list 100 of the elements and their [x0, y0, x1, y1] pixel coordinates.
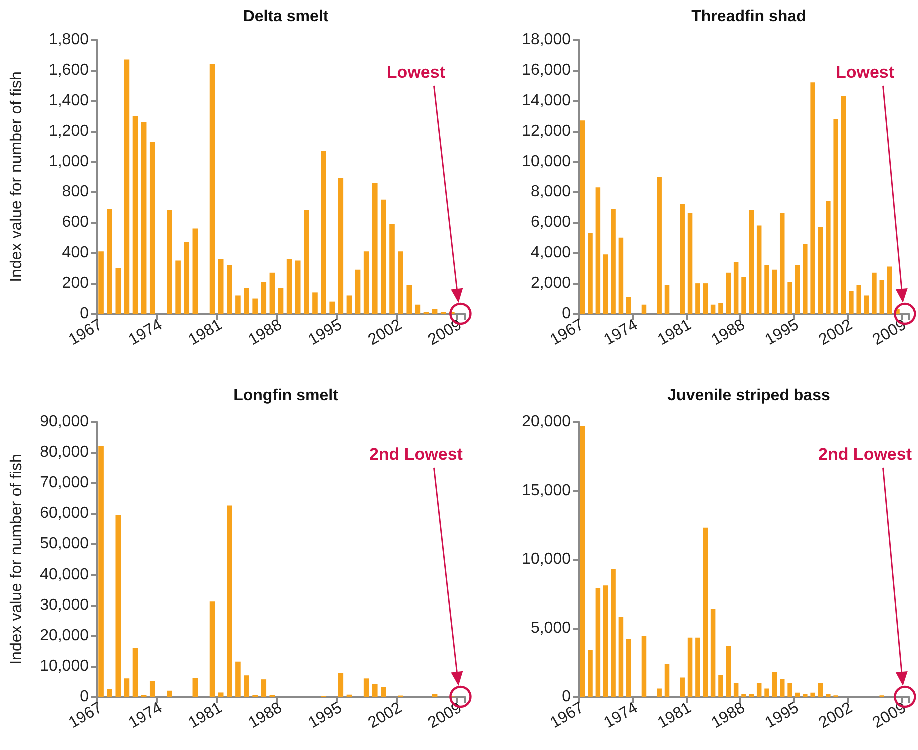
bar: [756, 226, 762, 314]
y-tick-label: 800: [62, 184, 90, 201]
bar: [788, 683, 792, 697]
bar: [244, 288, 250, 314]
bar: [780, 679, 785, 697]
x-tick-label: 1988: [246, 316, 286, 350]
bar: [742, 277, 746, 314]
bar: [795, 265, 800, 314]
chart-title: Juvenile striped bass: [668, 388, 830, 404]
bar: [580, 426, 586, 697]
bar: [150, 142, 156, 314]
y-tick-label: 10,000: [522, 551, 572, 568]
y-tick-label: 50,000: [40, 536, 90, 553]
bar: [261, 282, 267, 314]
bar: [227, 506, 232, 697]
x-tick-label: 1995: [306, 316, 346, 350]
chart-title: Delta smelt: [243, 8, 330, 26]
y-tick-label: 90,000: [40, 414, 90, 430]
bar: [107, 208, 112, 314]
bar: [295, 260, 301, 314]
bar: [788, 282, 792, 314]
bar: [192, 678, 198, 697]
bar: [818, 683, 824, 697]
bar: [826, 201, 831, 314]
bar: [330, 302, 335, 314]
x-tick-label: 1981: [655, 700, 695, 732]
bar: [810, 692, 816, 697]
y-tick-label: 0: [80, 688, 90, 706]
bar: [141, 122, 147, 314]
bar: [703, 528, 708, 697]
bar: [618, 617, 624, 697]
bar: [826, 694, 831, 697]
bar: [726, 646, 732, 697]
bar: [849, 291, 854, 314]
bar: [718, 675, 724, 697]
bar: [872, 272, 877, 314]
y-tick-label: 200: [62, 275, 90, 292]
annotation: Lowest: [386, 63, 446, 82]
bar: [596, 188, 601, 314]
bar: [338, 673, 344, 697]
bar: [603, 254, 608, 314]
bar: [887, 266, 892, 314]
bar: [364, 678, 370, 697]
bar: [107, 689, 112, 697]
bar: [227, 265, 232, 314]
x-tick-label: 1981: [186, 700, 226, 732]
bar: [657, 688, 662, 697]
bar: [880, 280, 885, 314]
y-tick-label: 6,000: [530, 214, 572, 232]
x-tick-label: 1974: [602, 700, 641, 732]
bar: [286, 259, 292, 314]
chart-title: Longfin smelt: [234, 388, 340, 404]
bar: [696, 284, 700, 314]
y-tick-label: 15,000: [522, 482, 572, 500]
bar: [312, 292, 318, 314]
bar: [742, 694, 746, 697]
bar: [611, 569, 616, 697]
bar: [718, 303, 724, 314]
y-tick-label: 20,000: [522, 414, 572, 430]
bar: [818, 227, 824, 314]
bar: [780, 214, 785, 314]
x-tick-label: 1981: [655, 316, 695, 350]
bar: [618, 238, 624, 314]
bar: [680, 678, 685, 697]
x-tick-label: 1974: [126, 700, 166, 732]
y-tick-label: 10,000: [40, 658, 90, 675]
annotation: Lowest: [836, 63, 895, 82]
bar: [218, 692, 224, 697]
x-tick-label: 2009: [426, 700, 466, 732]
bar: [338, 178, 344, 314]
bar: [116, 515, 122, 697]
bar: [856, 285, 862, 314]
bar: [626, 639, 632, 697]
bar: [603, 586, 608, 697]
bar: [688, 638, 693, 697]
bar: [432, 309, 438, 314]
y-axis-title: Index value for number of fish: [8, 72, 26, 282]
x-tick-label: 1988: [708, 700, 748, 732]
bar: [167, 210, 172, 314]
bar: [764, 265, 770, 314]
bar: [795, 692, 800, 697]
bar: [664, 664, 670, 697]
x-tick-label: 1988: [708, 316, 748, 350]
y-tick-label: 0: [562, 688, 572, 706]
y-tick-label: 1,000: [48, 153, 90, 170]
y-tick-label: 400: [62, 244, 90, 262]
bar: [381, 200, 386, 314]
y-tick-label: 40,000: [40, 566, 90, 584]
bar: [596, 588, 601, 697]
bar: [124, 678, 130, 697]
bar: [244, 676, 250, 697]
y-tick-label: 1,800: [48, 32, 90, 48]
annotation: 2nd Lowest: [818, 445, 912, 464]
bar: [688, 214, 693, 314]
x-tick-label: 1995: [306, 700, 346, 732]
y-tick-label: 0: [562, 306, 572, 322]
bar: [167, 690, 172, 697]
bar: [734, 683, 739, 697]
bar: [580, 120, 586, 314]
x-tick-label: 2009: [870, 316, 910, 350]
